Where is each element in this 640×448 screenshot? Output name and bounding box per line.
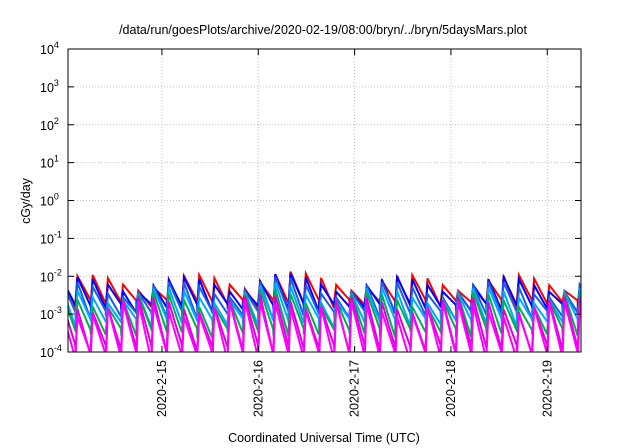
y-tick-label: 10-4 [40,343,62,360]
y-tick-label: 102 [40,116,59,133]
y-tick-label: 10-1 [40,229,62,246]
x-tick-label: 2020-2-19 [540,360,554,417]
x-tick-label: 2020-2-18 [444,360,458,417]
y-tick-label: 10-3 [40,305,62,322]
y-tick-label: 100 [40,192,59,209]
chart-title: /data/run/goesPlots/archive/2020-02-19/0… [119,23,527,37]
x-tick-label: 2020-2-16 [251,360,265,417]
x-ticks: 2020-2-15 2020-2-16 2020-2-17 2020-2-18 2020… [155,49,554,417]
x-axis-label: Coordinated Universal Time (UTC) [228,431,420,445]
x-tick-label: 2020-2-17 [348,360,362,417]
y-ticks: 104 103 102 101 100 10-1 10-2 10-3 10-4 [40,40,581,360]
y-tick-label: 103 [40,78,59,95]
y-tick-label: 10-2 [40,267,62,284]
y-tick-label: 101 [40,154,59,171]
y-axis-label: cGy/day [19,177,33,224]
x-tick-label: 2020-2-15 [155,360,169,417]
series-layer [68,269,581,352]
y-tick-label: 104 [40,40,59,57]
